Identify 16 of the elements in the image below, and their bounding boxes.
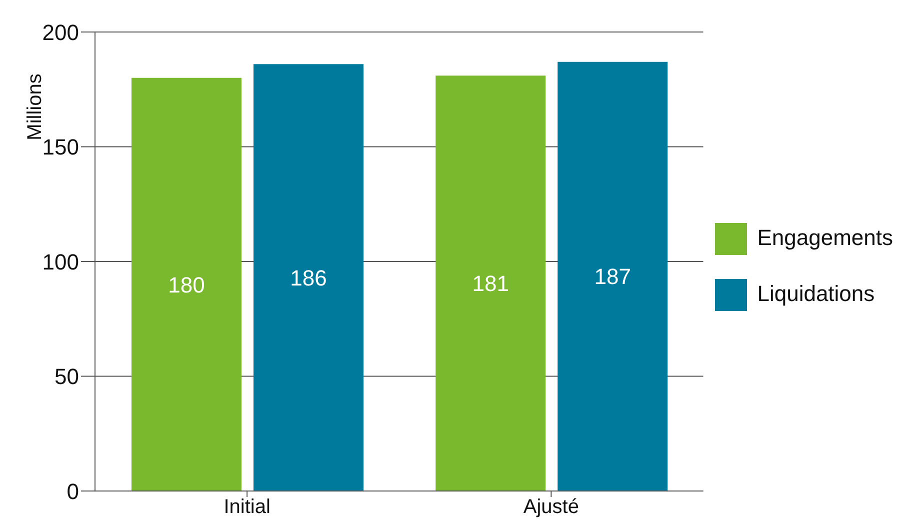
bar xyxy=(558,62,668,491)
bar xyxy=(436,76,546,491)
legend-label: Liquidations xyxy=(757,280,875,306)
x-tick-label: Initial xyxy=(224,496,270,518)
bar xyxy=(253,64,364,491)
data-label: 187 xyxy=(594,264,631,290)
y-tick-label: 100 xyxy=(42,249,79,274)
y-tick-label: 0 xyxy=(66,478,79,504)
legend-label: Engagements xyxy=(757,224,893,250)
bar xyxy=(131,78,242,491)
data-label: 180 xyxy=(168,272,205,298)
data-label: 186 xyxy=(290,265,327,290)
y-tick-label: 200 xyxy=(42,20,79,45)
y-tick-label: 50 xyxy=(54,364,79,390)
data-label: 181 xyxy=(472,271,509,296)
x-tick-label: Ajusté xyxy=(523,496,579,518)
